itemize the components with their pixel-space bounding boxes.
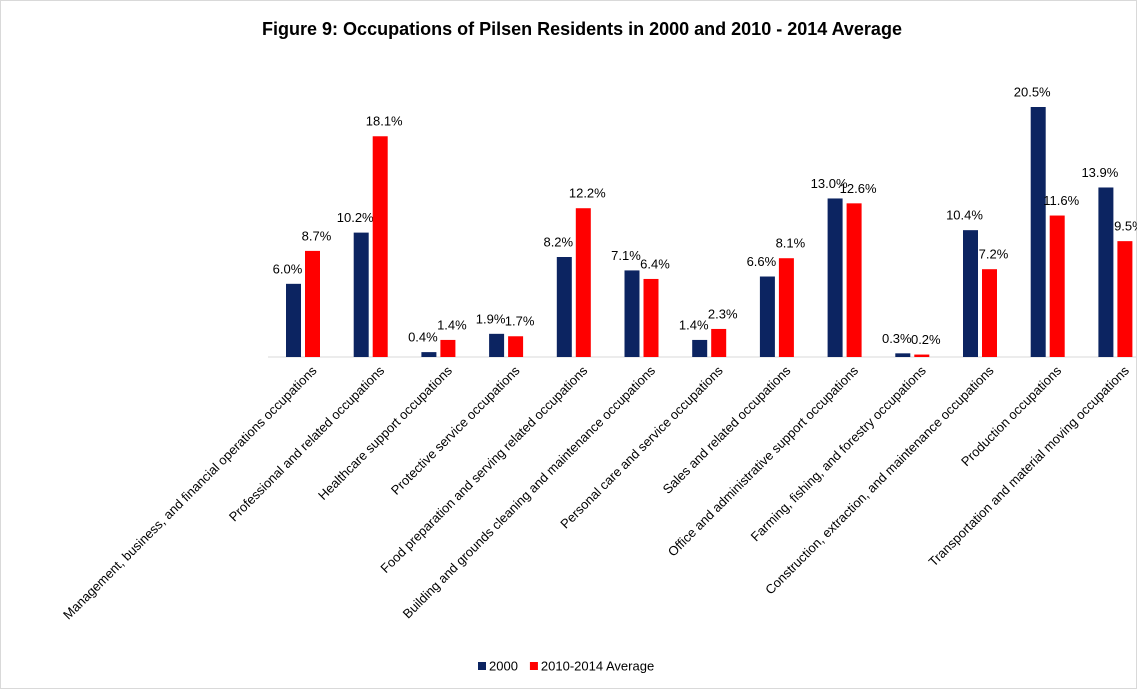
bar — [489, 333, 505, 357]
value-label: 8.2% — [543, 234, 573, 249]
bar — [846, 203, 862, 357]
bar — [643, 278, 659, 357]
value-label: 0.2% — [911, 332, 941, 347]
value-label: 6.6% — [747, 254, 777, 269]
value-label: 7.2% — [979, 247, 1009, 262]
value-label: 7.1% — [611, 248, 641, 263]
bar — [508, 336, 524, 357]
value-label: 13.0% — [811, 176, 848, 191]
value-label: 13.9% — [1081, 165, 1118, 180]
bar — [1117, 241, 1133, 357]
bar — [353, 232, 369, 357]
bar — [711, 328, 727, 357]
value-label: 20.5% — [1014, 84, 1051, 99]
value-label: 8.7% — [302, 228, 332, 243]
legend-label: 2000 — [489, 658, 518, 673]
chart-title: Figure 9: Occupations of Pilsen Resident… — [262, 19, 902, 39]
value-label: 1.4% — [437, 317, 467, 332]
value-label: 12.2% — [569, 186, 606, 201]
bar — [556, 257, 572, 357]
bar — [963, 230, 978, 357]
value-label: 2.3% — [708, 306, 738, 321]
value-label: 1.9% — [476, 311, 506, 326]
value-label: 12.6% — [840, 181, 877, 196]
bar — [982, 269, 997, 357]
bar — [305, 250, 320, 357]
bar — [1030, 107, 1046, 357]
value-label: 8.1% — [776, 236, 806, 251]
legend-swatch — [478, 662, 486, 670]
value-label: 9.5% — [1114, 219, 1137, 234]
value-label: 0.4% — [408, 330, 438, 345]
bar — [1049, 215, 1065, 357]
bar — [624, 270, 640, 357]
value-label: 10.2% — [337, 210, 374, 225]
value-label: 1.4% — [679, 317, 709, 332]
bar — [421, 352, 437, 357]
value-label: 0.3% — [882, 331, 912, 346]
value-label: 10.4% — [946, 208, 983, 223]
bar — [372, 136, 388, 357]
bar — [575, 208, 591, 357]
value-label: 18.1% — [366, 114, 403, 129]
bar — [778, 258, 794, 357]
value-label: 6.0% — [273, 261, 303, 276]
value-label: 1.7% — [505, 314, 535, 329]
bar — [286, 283, 301, 357]
bar — [1098, 187, 1114, 357]
bar — [914, 354, 930, 357]
legend-label: 2010-2014 Average — [541, 658, 654, 673]
bar — [759, 276, 775, 357]
value-label: 6.4% — [640, 256, 670, 271]
bar — [895, 353, 911, 357]
bar — [692, 339, 708, 357]
value-label: 11.6% — [1043, 193, 1079, 208]
bar — [440, 339, 456, 357]
legend-swatch — [529, 662, 538, 670]
bar — [827, 198, 843, 357]
